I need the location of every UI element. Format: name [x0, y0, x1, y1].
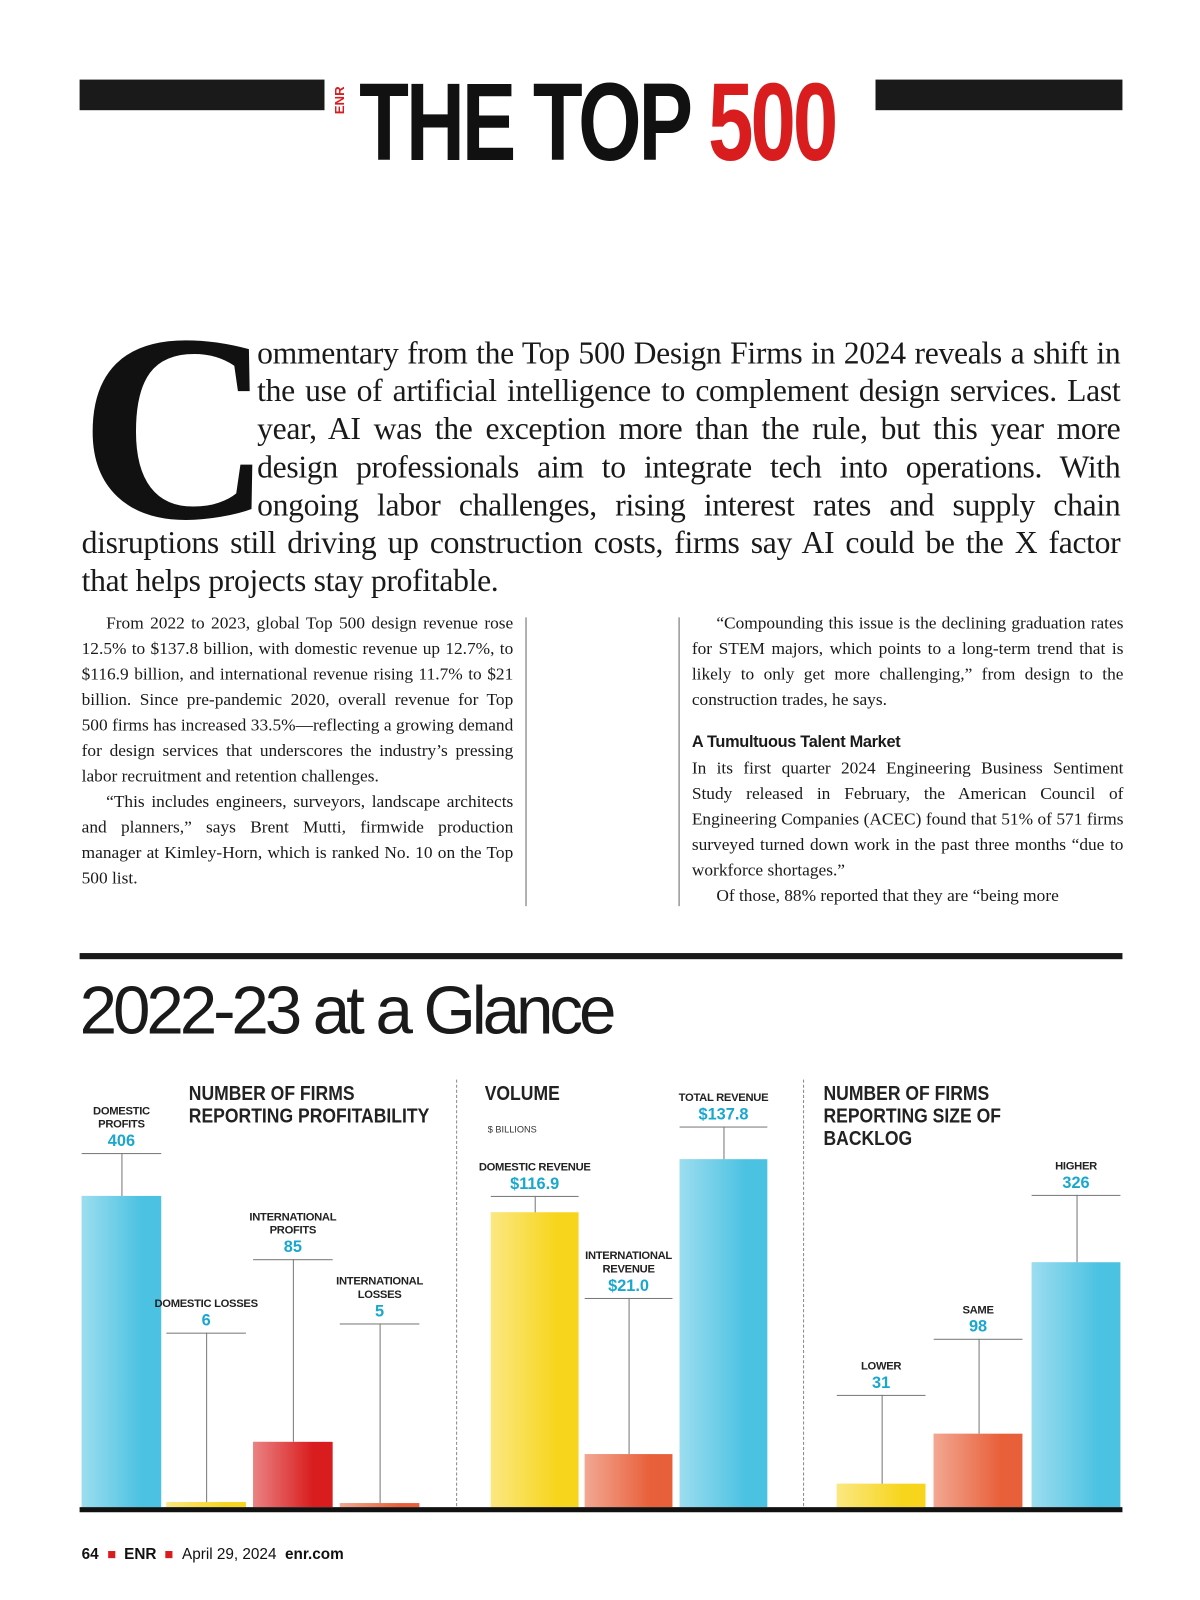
chart-separator — [456, 1079, 458, 1507]
value-label: $21.0 — [608, 1277, 649, 1295]
leader-line — [292, 1259, 294, 1442]
category-label: LOWER — [860, 1360, 902, 1373]
chart-subtitle: $ BILLIONS — [487, 1124, 537, 1135]
header-bar — [875, 79, 1123, 111]
bar — [339, 1503, 420, 1508]
category-label: HIGHER — [1055, 1160, 1097, 1173]
brand-mark: ENR — [331, 86, 347, 115]
leader-line — [628, 1297, 630, 1455]
value-label: $116.9 — [510, 1175, 560, 1193]
label-rule — [490, 1195, 579, 1197]
lede-text: ommentary from the Top 500 Design Firms … — [81, 334, 1121, 599]
masthead-number: 500 — [708, 60, 838, 184]
footer: 64 ENR April 29, 2024 enr.com — [82, 1545, 344, 1565]
leader-line — [881, 1394, 883, 1484]
label-rule — [81, 1153, 162, 1155]
label-rule — [836, 1394, 926, 1396]
leader-line — [1076, 1194, 1078, 1263]
baseline — [79, 1507, 1123, 1513]
leader-line — [379, 1323, 381, 1504]
chart-title: NUMBER OF FIRMS REPORTING PROFITABILITY — [188, 1082, 430, 1128]
bar — [253, 1441, 333, 1508]
chart-separator — [803, 1079, 805, 1507]
value-label: 6 — [201, 1312, 211, 1330]
category-label: DOMESTIC REVENUE — [478, 1161, 591, 1174]
drop-cap: C — [79, 279, 273, 576]
label-rule — [253, 1259, 333, 1261]
label-rule — [584, 1297, 673, 1299]
category-label: DOMESTIC PROFITS — [93, 1105, 150, 1131]
page-number: 64 — [81, 1545, 99, 1564]
chart-title: NUMBER OF FIRMS REPORTING SIZE OF BACKLO… — [823, 1082, 1001, 1150]
category-label: INTERNATIONAL REVENUE — [585, 1249, 673, 1276]
value-label: 326 — [1062, 1174, 1090, 1192]
column-left: From 2022 to 2023, global Top 500 design… — [82, 610, 514, 891]
label-rule — [339, 1323, 420, 1325]
masthead-title: THE TOP — [359, 60, 691, 184]
category-label: SAME — [962, 1304, 994, 1317]
footer-brand: ENR — [124, 1545, 157, 1564]
category-label: INTERNATIONAL LOSSES — [336, 1275, 424, 1302]
paragraph: Of those, 88% reported that they are “be… — [716, 885, 1059, 906]
paragraph: In its first quarter 2024 Engineering Bu… — [691, 758, 1124, 880]
value-label: 31 — [872, 1374, 891, 1392]
leader-line — [534, 1195, 536, 1212]
section-title: 2022-23 at a Glance — [79, 972, 617, 1048]
column-rule — [678, 617, 680, 907]
label-rule — [1031, 1194, 1121, 1196]
section-rule — [79, 953, 1123, 960]
bar — [679, 1159, 768, 1508]
lede: ommentary from the Top 500 Design Firms … — [82, 334, 1121, 600]
bar — [933, 1433, 1023, 1508]
chart-title: VOLUME — [484, 1082, 560, 1106]
leader-line — [206, 1332, 208, 1503]
paragraph: “Compounding this issue is the declining… — [691, 613, 1124, 710]
column-rule — [525, 617, 527, 907]
paragraph: “This includes engineers, surveyors, lan… — [81, 791, 514, 888]
leader-line — [121, 1153, 123, 1196]
label-rule — [166, 1332, 246, 1334]
leader-line — [723, 1126, 725, 1160]
subheading: A Tumultuous Talent Market — [691, 733, 901, 752]
value-label: 98 — [968, 1318, 988, 1336]
category-label: INTERNATIONAL PROFITS — [249, 1211, 337, 1237]
masthead: THE TOP 500 — [359, 60, 838, 184]
header-bar — [79, 79, 325, 111]
paragraph: From 2022 to 2023, global Top 500 design… — [81, 613, 514, 786]
footer-date: April 29, 2024 — [181, 1545, 277, 1564]
value-label: 5 — [375, 1303, 385, 1321]
category-label: DOMESTIC LOSSES — [154, 1297, 258, 1311]
column-right: “Compounding this issue is the declining… — [692, 610, 1124, 908]
footer-site: enr.com — [284, 1545, 344, 1564]
bar — [584, 1454, 673, 1508]
bar — [81, 1195, 162, 1508]
value-label: 85 — [283, 1238, 302, 1257]
bar — [490, 1211, 579, 1508]
leader-line — [978, 1338, 980, 1434]
bar — [836, 1483, 926, 1508]
bar — [1031, 1262, 1121, 1508]
category-label: TOTAL REVENUE — [678, 1091, 769, 1105]
label-rule — [933, 1338, 1023, 1340]
label-rule — [679, 1126, 768, 1128]
value-label: 406 — [107, 1132, 136, 1150]
bar — [166, 1502, 246, 1508]
value-label: $137.8 — [698, 1106, 749, 1124]
